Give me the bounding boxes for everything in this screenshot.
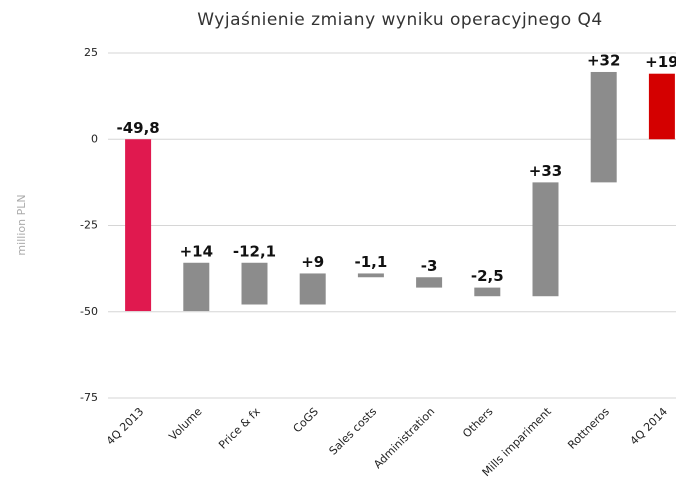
bar: [648, 73, 675, 140]
x-tick-label: Administration: [371, 405, 437, 471]
y-tick-label: -25: [80, 219, 98, 232]
bar: [416, 277, 443, 288]
x-tick-label: Others: [460, 405, 496, 441]
bar: [241, 262, 268, 305]
bar: [590, 71, 617, 183]
bar: [532, 182, 559, 297]
x-tick-label: Sales costs: [327, 405, 380, 458]
y-tick-label: -50: [80, 305, 98, 318]
bar: [474, 287, 501, 297]
value-label: -2,5: [471, 267, 504, 285]
value-label: -12,1: [233, 242, 276, 260]
value-label: +32: [587, 51, 620, 69]
y-tick-label: 25: [84, 46, 98, 59]
bar: [183, 262, 210, 312]
x-tick-label: Rottneros: [565, 405, 612, 452]
chart-title: Wyjaśnienie zmiany wyniku operacyjnego Q…: [197, 10, 602, 30]
x-tick-label: 4Q 2013: [104, 405, 147, 448]
value-label: -3: [421, 257, 438, 275]
value-label: +19: [645, 53, 676, 71]
value-label: +14: [180, 242, 213, 260]
y-tick-label: 0: [91, 132, 98, 145]
y-axis-label: million PLN: [15, 194, 28, 255]
value-label: -1,1: [354, 253, 387, 271]
bar: [357, 273, 384, 278]
x-tick-label: Volume: [166, 405, 204, 443]
x-tick-label: Price & fx: [216, 405, 263, 452]
x-tick-label: CoGS: [291, 405, 321, 435]
x-tick-label: 4Q 2014: [628, 405, 671, 448]
y-tick-label: -75: [80, 391, 98, 404]
bar: [125, 139, 152, 312]
value-label: +33: [529, 162, 562, 180]
value-label: +9: [301, 253, 324, 271]
value-label: -49,8: [116, 119, 159, 137]
bar: [299, 273, 326, 305]
